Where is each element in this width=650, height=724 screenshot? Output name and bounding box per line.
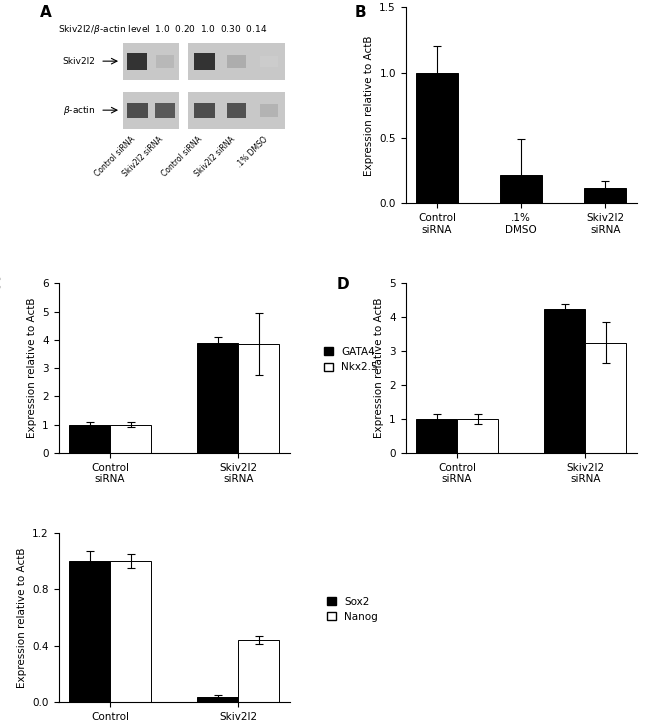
Bar [127, 103, 148, 117]
Bar [416, 72, 458, 203]
Bar [124, 43, 179, 80]
Bar [227, 54, 246, 67]
Y-axis label: Expression relative to ActB: Expression relative to ActB [364, 35, 374, 175]
Bar [260, 104, 278, 117]
Bar [584, 188, 627, 203]
Bar [500, 174, 542, 203]
Bar [156, 54, 174, 67]
Legend: Sox2, Nanog: Sox2, Nanog [323, 592, 382, 626]
Text: B: B [355, 5, 367, 20]
Text: D: D [336, 277, 349, 292]
Bar [545, 309, 586, 452]
Legend: GATA4, Nkx2.5: GATA4, Nkx2.5 [320, 343, 382, 376]
Text: Skiv2l2: Skiv2l2 [62, 56, 96, 66]
Bar [198, 342, 239, 452]
Text: Control siRNA: Control siRNA [161, 135, 204, 178]
Bar [260, 56, 278, 67]
Bar [194, 53, 214, 70]
Bar [227, 103, 246, 117]
Bar [198, 696, 239, 702]
Bar [188, 91, 285, 129]
Bar [239, 640, 280, 702]
Bar [69, 424, 110, 452]
Bar [457, 419, 498, 452]
Bar [124, 91, 179, 129]
Bar [110, 424, 151, 452]
Bar [69, 561, 110, 702]
Text: Skiv2l2 siRNA: Skiv2l2 siRNA [193, 135, 237, 178]
Bar [416, 419, 457, 452]
Text: A: A [40, 5, 52, 20]
Bar [188, 43, 285, 80]
Text: $\beta$-actin: $\beta$-actin [63, 104, 96, 117]
Bar [194, 103, 214, 117]
Bar [586, 342, 627, 452]
Text: Skiv2l2 siRNA: Skiv2l2 siRNA [122, 135, 165, 178]
Text: .1% DMSO: .1% DMSO [235, 135, 269, 169]
Text: Control siRNA: Control siRNA [94, 135, 137, 178]
Text: Skiv2l2/$\beta$-actin level  1.0  0.20  1.0  0.30  0.14: Skiv2l2/$\beta$-actin level 1.0 0.20 1.0… [58, 23, 268, 36]
Bar [239, 344, 280, 452]
Y-axis label: Expression relative to ActB: Expression relative to ActB [374, 298, 383, 438]
Bar [127, 53, 147, 70]
Bar [110, 561, 151, 702]
Bar [155, 103, 175, 117]
Y-axis label: Expression relative to ActB: Expression relative to ActB [17, 547, 27, 688]
Y-axis label: Expression relative to ActB: Expression relative to ActB [27, 298, 36, 438]
